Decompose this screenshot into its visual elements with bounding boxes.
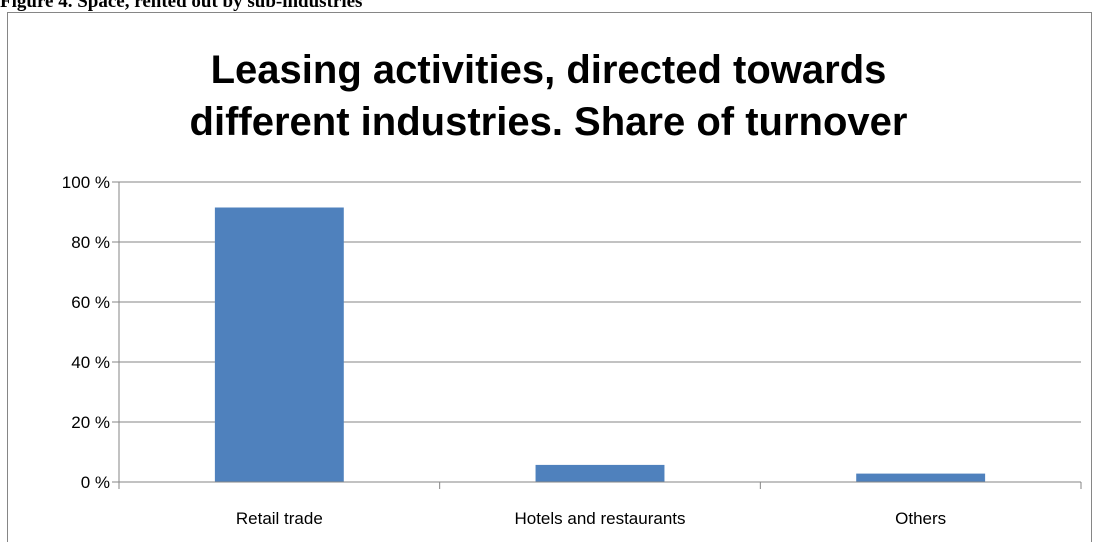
x-axis: [118, 481, 1082, 489]
chart-title-line-2: different industries. Share of turnover: [189, 100, 908, 144]
x-axis-category-labels: Retail trade Hotels and restaurants Others: [236, 509, 946, 528]
bar: [856, 473, 986, 482]
y-axis-tick-labels: 0 % 20 % 40 % 60 % 80 % 100 %: [62, 173, 110, 492]
bar: [214, 207, 344, 482]
chart-frame: [7, 12, 1092, 542]
chart-title-line-1: Leasing activities, directed towards: [210, 48, 887, 92]
y-tick-label: 20 %: [71, 413, 110, 432]
y-tick-label: 60 %: [71, 293, 110, 312]
y-tick-label: 100 %: [62, 173, 110, 192]
bar: [535, 464, 665, 482]
category-label: Hotels and restaurants: [514, 509, 685, 528]
y-tick-label: 80 %: [71, 233, 110, 252]
y-tick-label: 0 %: [81, 473, 110, 492]
category-label: Others: [895, 509, 946, 528]
chart-title: Leasing activities, directed towards dif…: [0, 44, 1097, 148]
category-label: Retail trade: [236, 509, 323, 528]
bars: [214, 207, 986, 482]
figure-caption: Figure 4. Space, rented out by sub-indus…: [0, 0, 363, 12]
y-tick-label: 40 %: [71, 353, 110, 372]
